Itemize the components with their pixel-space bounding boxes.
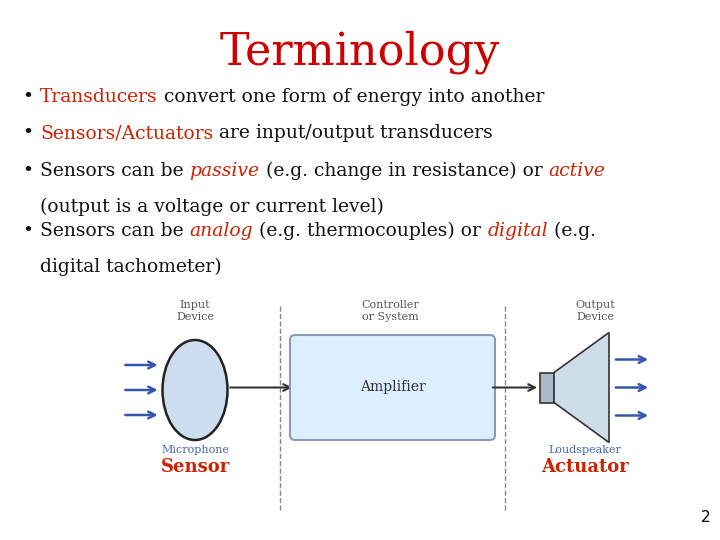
Bar <box>540 373 554 402</box>
Text: •: • <box>22 88 33 106</box>
Text: Controller
or System: Controller or System <box>361 300 419 322</box>
Text: passive: passive <box>189 162 260 180</box>
Text: (output is a voltage or current level): (output is a voltage or current level) <box>40 198 384 216</box>
Text: •: • <box>22 162 33 180</box>
Text: Output
Device: Output Device <box>575 300 615 322</box>
Text: •: • <box>22 124 33 142</box>
Text: digital tachometer): digital tachometer) <box>40 258 222 276</box>
Text: 2: 2 <box>701 510 710 525</box>
Polygon shape <box>554 333 609 442</box>
Text: Amplifier: Amplifier <box>359 381 426 395</box>
Text: (e.g. change in resistance) or: (e.g. change in resistance) or <box>260 162 549 180</box>
Text: Input
Device: Input Device <box>176 300 214 322</box>
Text: Transducers: Transducers <box>40 88 158 106</box>
Text: active: active <box>549 162 606 180</box>
Text: (e.g.: (e.g. <box>548 222 595 240</box>
Text: Microphone: Microphone <box>161 445 229 455</box>
Text: Sensors can be: Sensors can be <box>40 162 189 180</box>
Text: Sensors can be: Sensors can be <box>40 222 189 240</box>
Text: digital: digital <box>487 222 548 240</box>
Text: Terminology: Terminology <box>220 30 500 73</box>
Text: convert one form of energy into another: convert one form of energy into another <box>158 88 544 106</box>
Text: Loudspeaker: Loudspeaker <box>549 445 621 455</box>
Text: are input/output transducers: are input/output transducers <box>213 124 493 142</box>
Text: Actuator: Actuator <box>541 458 629 476</box>
Text: (e.g. thermocouples) or: (e.g. thermocouples) or <box>253 222 487 240</box>
Text: •: • <box>22 222 33 240</box>
Text: analog: analog <box>189 222 253 240</box>
FancyBboxPatch shape <box>290 335 495 440</box>
Text: Sensor: Sensor <box>161 458 230 476</box>
Ellipse shape <box>163 340 228 440</box>
Text: Sensors/Actuators: Sensors/Actuators <box>40 124 213 142</box>
